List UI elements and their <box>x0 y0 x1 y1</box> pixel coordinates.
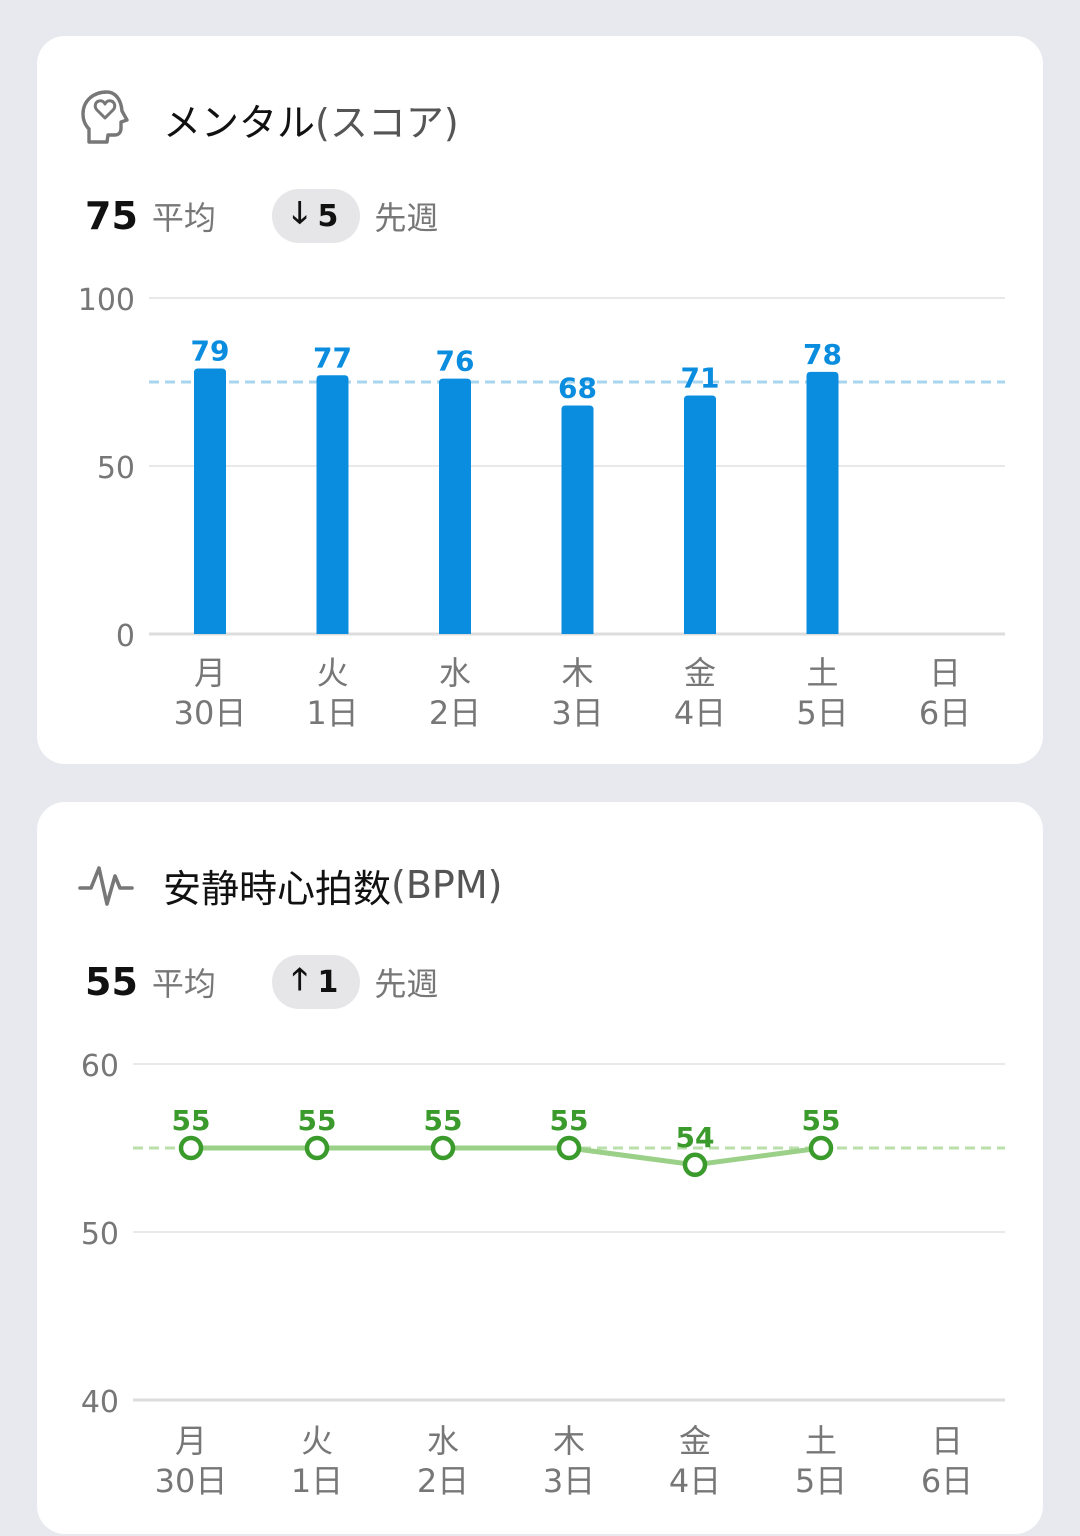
x-tick-label: 火 1日 <box>291 1422 343 1500</box>
heart-rate-average-label: 平均 <box>151 965 216 1003</box>
point-value-label: 55 <box>172 1104 211 1137</box>
x-tick-label-line: 土 <box>806 654 838 692</box>
mental-summary: 75 平均 🡓 5 先週 <box>85 188 438 244</box>
x-tick-label-line: 6日 <box>919 694 971 732</box>
y-tick-label: 60 <box>81 1049 119 1084</box>
x-tick-label: 土 5日 <box>795 1422 847 1500</box>
x-tick-label-line: 6日 <box>921 1462 973 1500</box>
bar-value-label: 77 <box>313 341 352 374</box>
x-tick-label-line: 2日 <box>417 1462 469 1500</box>
x-tick-label-line: 土 <box>805 1422 837 1460</box>
point-value-label: 55 <box>424 1104 463 1137</box>
heart-rate-card[interactable]: 安静時心拍数 (BPM) 55 平均 🡑 1 先週 40 50 60 55 55 55 55… <box>37 802 1043 1534</box>
mental-average-value: 75 <box>85 194 138 238</box>
x-tick-label: 月 30日 <box>174 654 247 732</box>
x-tick-label-line: 3日 <box>543 1462 595 1500</box>
mental-delta-label: 先週 <box>374 199 439 237</box>
data-point <box>304 1135 330 1161</box>
x-tick-label-line: 日 <box>931 1422 963 1460</box>
bar <box>194 368 226 634</box>
data-point <box>178 1135 204 1161</box>
x-tick-label: 日 6日 <box>921 1422 973 1500</box>
x-tick-label-line: 火 <box>316 654 348 692</box>
x-tick-label: 金 4日 <box>669 1422 721 1500</box>
bar-value-label: 79 <box>191 335 230 368</box>
y-tick-label: 40 <box>81 1385 119 1420</box>
x-tick-label: 火 1日 <box>306 654 358 732</box>
x-tick-label-line: 1日 <box>306 694 358 732</box>
bar-value-label: 78 <box>803 338 842 371</box>
heart-rate-header: 安静時心拍数 (BPM) <box>77 850 502 920</box>
mental-card[interactable]: メンタル (スコア) 75 平均 🡓 5 先週 0 50 100 79 77 76 68 71… <box>37 36 1043 764</box>
point-value-label: 55 <box>298 1104 337 1137</box>
mental-average-label: 平均 <box>151 199 216 237</box>
heart-rate-unit: (BPM) <box>391 863 503 907</box>
x-tick-label-line: 日 <box>929 654 961 692</box>
x-tick-label-line: 木 <box>561 654 593 692</box>
mental-delta-badge: 🡓 5 <box>271 189 361 243</box>
y-tick-label: 0 <box>116 619 135 654</box>
heart-rate-delta-label: 先週 <box>374 965 439 1003</box>
x-tick-label: 日 6日 <box>919 654 971 732</box>
x-tick-label-line: 5日 <box>796 694 848 732</box>
x-tick-label: 水 2日 <box>417 1422 469 1500</box>
x-tick-label-line: 30日 <box>155 1462 228 1500</box>
heartbeat-icon <box>77 852 135 918</box>
data-point <box>556 1135 582 1161</box>
point-value-label: 55 <box>802 1104 841 1137</box>
x-tick-label: 月 30日 <box>155 1422 228 1500</box>
x-tick-label-line: 水 <box>427 1422 459 1460</box>
heart-rate-line-chart: 40 50 60 55 55 55 55 54 55 月 30日 火 1日 水 2日 木 3日 金 4日 土 5日 日 6日 <box>81 1049 1005 1500</box>
x-tick-label-line: 5日 <box>795 1462 847 1500</box>
y-tick-label: 100 <box>78 283 135 318</box>
x-tick-label-line: 4日 <box>674 694 726 732</box>
bar <box>806 371 839 634</box>
head-heart-icon <box>77 86 135 152</box>
x-tick-label: 土 5日 <box>796 654 848 732</box>
y-tick-label: 50 <box>97 451 135 486</box>
x-tick-label-line: 金 <box>679 1422 711 1460</box>
x-tick-label-line: 30日 <box>174 694 247 732</box>
point-value-label: 54 <box>676 1121 715 1154</box>
x-tick-label-line: 月 <box>194 654 226 692</box>
x-tick-label-line: 3日 <box>551 694 603 732</box>
x-tick-label: 金 4日 <box>674 654 726 732</box>
mental-delta-value: 5 <box>317 198 339 234</box>
mental-header: メンタル (スコア) <box>77 84 459 154</box>
arrow-up-icon: 🡑 <box>291 961 308 997</box>
point-value-label: 55 <box>550 1104 589 1137</box>
heart-rate-title: 安静時心拍数 <box>163 866 392 911</box>
mental-title: メンタル <box>163 100 316 145</box>
arrow-down-icon: 🡓 <box>291 195 308 231</box>
bar <box>316 375 349 634</box>
x-tick-label-line: 火 <box>301 1422 333 1460</box>
x-tick-label-line: 4日 <box>669 1462 721 1500</box>
x-tick-label-line: 1日 <box>291 1462 343 1500</box>
bar <box>561 405 594 634</box>
bar-value-label: 68 <box>558 372 597 405</box>
x-tick-label-line: 月 <box>175 1422 207 1460</box>
x-tick-label-line: 金 <box>684 654 716 692</box>
mental-unit: (スコア) <box>315 100 459 145</box>
bar <box>684 395 716 634</box>
x-tick-label-line: 水 <box>439 654 471 692</box>
bar-value-label: 71 <box>681 361 720 394</box>
y-tick-label: 50 <box>81 1217 119 1252</box>
data-point <box>430 1135 456 1161</box>
x-tick-label: 木 3日 <box>543 1422 595 1500</box>
bar <box>439 378 471 634</box>
heart-rate-delta-badge: 🡑 1 <box>271 955 361 1009</box>
heart-rate-delta-value: 1 <box>317 964 339 1000</box>
x-tick-label: 木 3日 <box>551 654 603 732</box>
x-tick-label: 水 2日 <box>429 654 481 732</box>
bar-value-label: 76 <box>436 345 475 378</box>
mental-bar-chart: 0 50 100 79 77 76 68 71 78 月 30日 火 1日 水 2日 木 3日 金 4日 土 5日 日 6日 <box>78 283 1005 732</box>
heart-rate-summary: 55 平均 🡑 1 先週 <box>85 954 438 1010</box>
data-point <box>682 1152 708 1178</box>
x-tick-label-line: 木 <box>553 1422 585 1460</box>
x-tick-label-line: 2日 <box>429 694 481 732</box>
data-point <box>808 1135 834 1161</box>
heart-rate-average-value: 55 <box>85 960 138 1004</box>
series-line <box>191 1145 822 1168</box>
